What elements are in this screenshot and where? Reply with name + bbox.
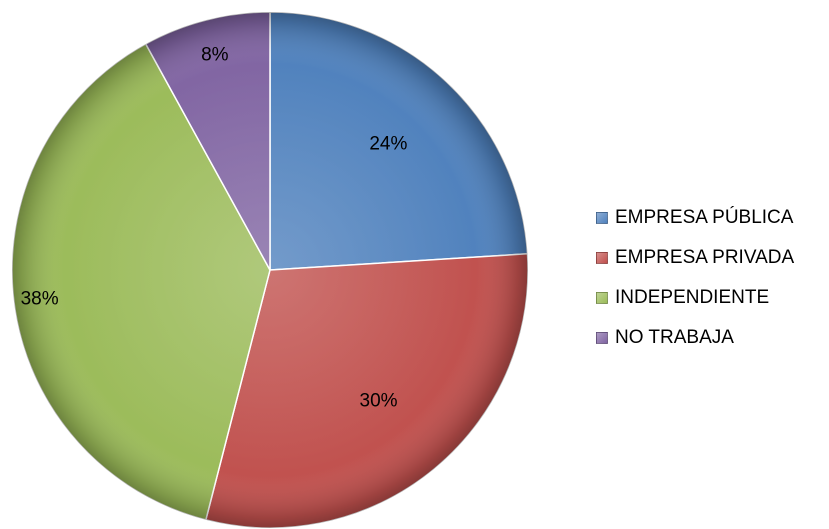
legend-swatch — [596, 212, 608, 224]
data-label-independiente: 38% — [21, 289, 59, 310]
legend: EMPRESA PÚBLICA EMPRESA PRIVADA INDEPEND… — [596, 198, 794, 358]
pie-data-labels: 24% 30% 38% 8% — [21, 45, 408, 412]
legend-label: EMPRESA PÚBLICA — [615, 207, 794, 228]
legend-swatch — [596, 332, 608, 344]
pie-chart: 24% 30% 38% 8% — [11, 11, 529, 529]
data-label-empresa-publica: 24% — [369, 133, 407, 154]
legend-swatch — [596, 292, 608, 304]
legend-item-empresa-privada: EMPRESA PRIVADA — [596, 238, 794, 278]
data-label-no-trabaja: 8% — [201, 45, 229, 66]
data-label-empresa-privada: 30% — [360, 391, 398, 412]
legend-swatch — [596, 252, 608, 264]
legend-item-no-trabaja: NO TRABAJA — [596, 318, 794, 358]
legend-item-empresa-publica: EMPRESA PÚBLICA — [596, 198, 794, 238]
pie-slices — [11, 11, 529, 529]
legend-label: INDEPENDIENTE — [615, 287, 770, 308]
legend-label: NO TRABAJA — [615, 327, 734, 348]
legend-label: EMPRESA PRIVADA — [615, 247, 795, 268]
legend-item-independiente: INDEPENDIENTE — [596, 278, 794, 318]
